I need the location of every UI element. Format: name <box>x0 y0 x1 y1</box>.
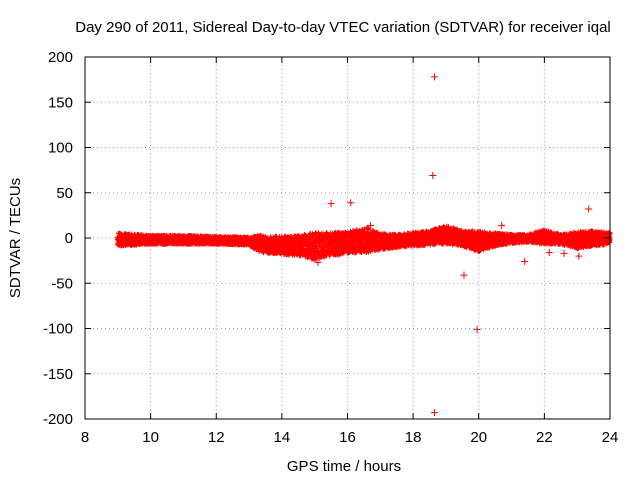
data-band-layer <box>115 223 613 262</box>
